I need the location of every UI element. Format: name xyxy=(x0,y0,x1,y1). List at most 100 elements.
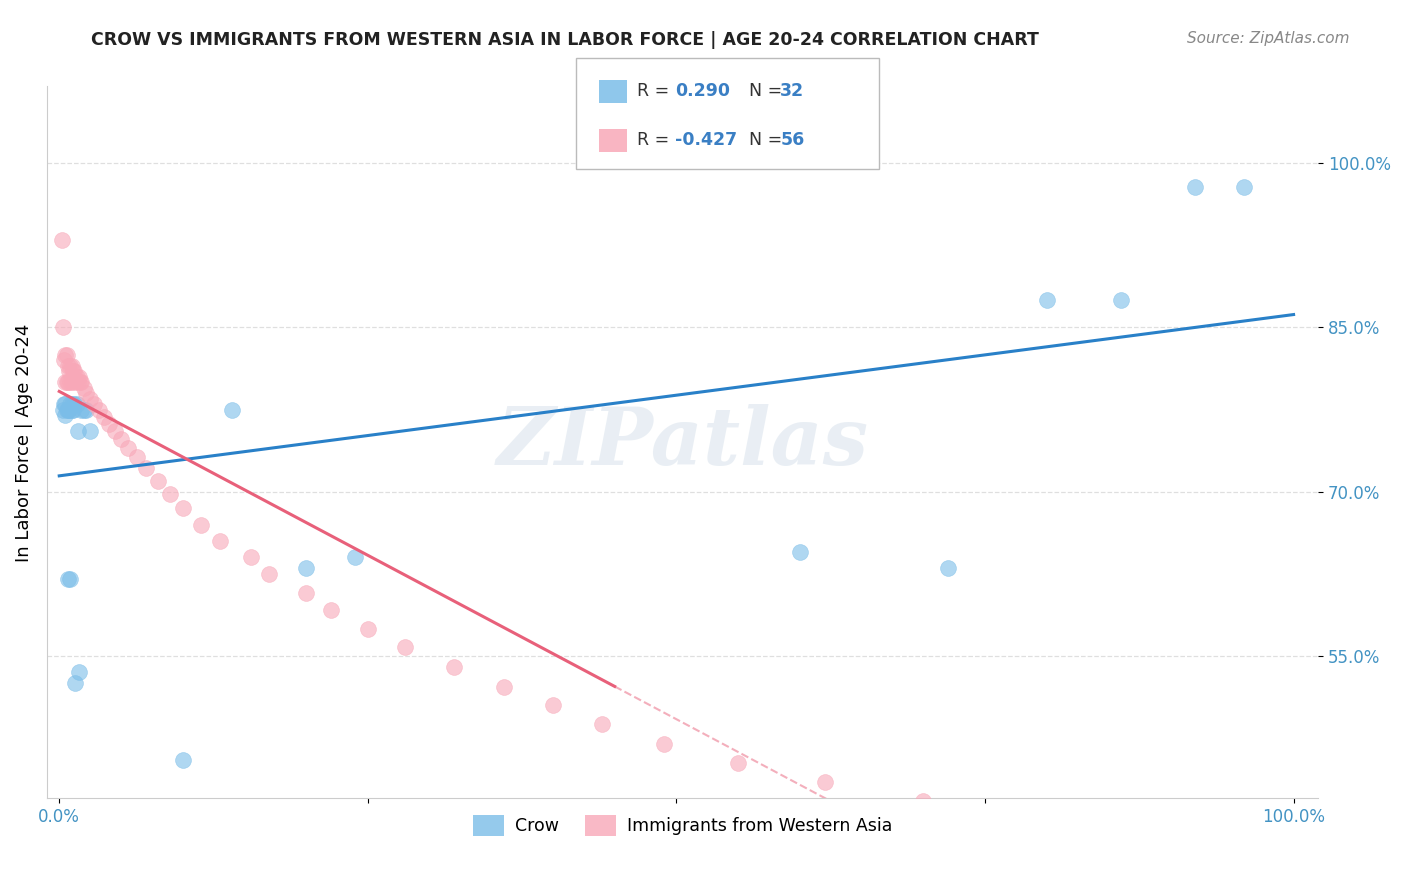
Point xyxy=(135,460,157,475)
Point xyxy=(75,402,97,417)
Text: N =: N = xyxy=(738,131,787,149)
Point xyxy=(1233,180,1256,194)
Point xyxy=(56,375,79,389)
Point xyxy=(66,425,89,439)
Point xyxy=(295,585,318,599)
Point xyxy=(59,397,82,411)
Point xyxy=(344,550,367,565)
Point xyxy=(443,660,465,674)
Point xyxy=(55,348,77,362)
Point xyxy=(813,775,835,789)
Point xyxy=(56,573,79,587)
Point xyxy=(1109,293,1132,307)
Point xyxy=(55,408,77,422)
Point xyxy=(541,698,564,713)
Point xyxy=(239,550,262,565)
Point xyxy=(70,375,93,389)
Point xyxy=(727,756,749,771)
Point xyxy=(62,369,84,384)
Point xyxy=(159,487,181,501)
Point xyxy=(125,450,148,464)
Point xyxy=(319,603,342,617)
Point xyxy=(146,474,169,488)
Text: -0.427: -0.427 xyxy=(675,131,737,149)
Text: 56: 56 xyxy=(780,131,804,149)
Point xyxy=(221,402,243,417)
Text: 32: 32 xyxy=(780,81,804,100)
Point xyxy=(172,753,194,767)
Text: CROW VS IMMIGRANTS FROM WESTERN ASIA IN LABOR FORCE | AGE 20-24 CORRELATION CHAR: CROW VS IMMIGRANTS FROM WESTERN ASIA IN … xyxy=(91,31,1039,49)
Point xyxy=(69,375,91,389)
Point xyxy=(591,717,613,731)
Point xyxy=(60,402,83,417)
Point xyxy=(789,545,811,559)
Point xyxy=(1035,293,1057,307)
Point xyxy=(52,320,75,334)
Point xyxy=(65,676,87,690)
Point xyxy=(55,375,77,389)
Point xyxy=(97,417,120,431)
Point xyxy=(79,425,101,439)
Point xyxy=(93,410,115,425)
Point xyxy=(58,364,80,378)
Point xyxy=(912,794,935,808)
Legend: Crow, Immigrants from Western Asia: Crow, Immigrants from Western Asia xyxy=(467,808,898,843)
Point xyxy=(1184,180,1206,194)
Point xyxy=(79,392,101,406)
Point xyxy=(1135,833,1157,847)
Point xyxy=(73,381,96,395)
Point xyxy=(56,359,79,373)
Point xyxy=(55,402,77,417)
Point xyxy=(73,402,96,417)
Point xyxy=(65,397,87,411)
Point xyxy=(62,402,84,417)
Point xyxy=(60,397,83,411)
Point xyxy=(1011,814,1033,828)
Point xyxy=(172,501,194,516)
Point xyxy=(190,517,212,532)
Point xyxy=(394,640,416,655)
Point xyxy=(936,561,959,575)
Point xyxy=(60,375,83,389)
Point xyxy=(62,364,84,378)
Point xyxy=(208,534,231,549)
Point xyxy=(58,402,80,417)
Point xyxy=(59,359,82,373)
Point xyxy=(65,375,87,389)
Point xyxy=(55,397,77,411)
Point xyxy=(75,386,97,401)
Point xyxy=(56,402,79,417)
Point xyxy=(55,375,77,389)
Point xyxy=(70,402,93,417)
Point xyxy=(63,364,86,378)
Point xyxy=(60,359,83,373)
Point xyxy=(53,397,76,411)
Point xyxy=(117,441,139,455)
Point xyxy=(295,561,318,575)
Point xyxy=(357,622,380,636)
Point xyxy=(652,737,675,751)
Point xyxy=(67,369,90,384)
Text: Source: ZipAtlas.com: Source: ZipAtlas.com xyxy=(1187,31,1350,46)
Point xyxy=(65,369,87,384)
Point xyxy=(52,402,75,417)
Point xyxy=(257,566,280,581)
Text: N =: N = xyxy=(738,81,787,100)
Point xyxy=(53,353,76,368)
Point xyxy=(63,397,86,411)
Point xyxy=(492,680,515,694)
Text: R =: R = xyxy=(637,81,675,100)
Point xyxy=(55,348,77,362)
Point xyxy=(67,665,90,680)
Point xyxy=(87,402,110,417)
Point xyxy=(66,375,89,389)
Point xyxy=(83,397,105,411)
Y-axis label: In Labor Force | Age 20-24: In Labor Force | Age 20-24 xyxy=(15,323,32,562)
Point xyxy=(59,375,82,389)
Point xyxy=(110,432,132,446)
Point xyxy=(104,425,127,439)
Text: 0.290: 0.290 xyxy=(675,81,730,100)
Text: R =: R = xyxy=(637,131,675,149)
Text: ZIPatlas: ZIPatlas xyxy=(496,404,869,481)
Point xyxy=(59,573,82,587)
